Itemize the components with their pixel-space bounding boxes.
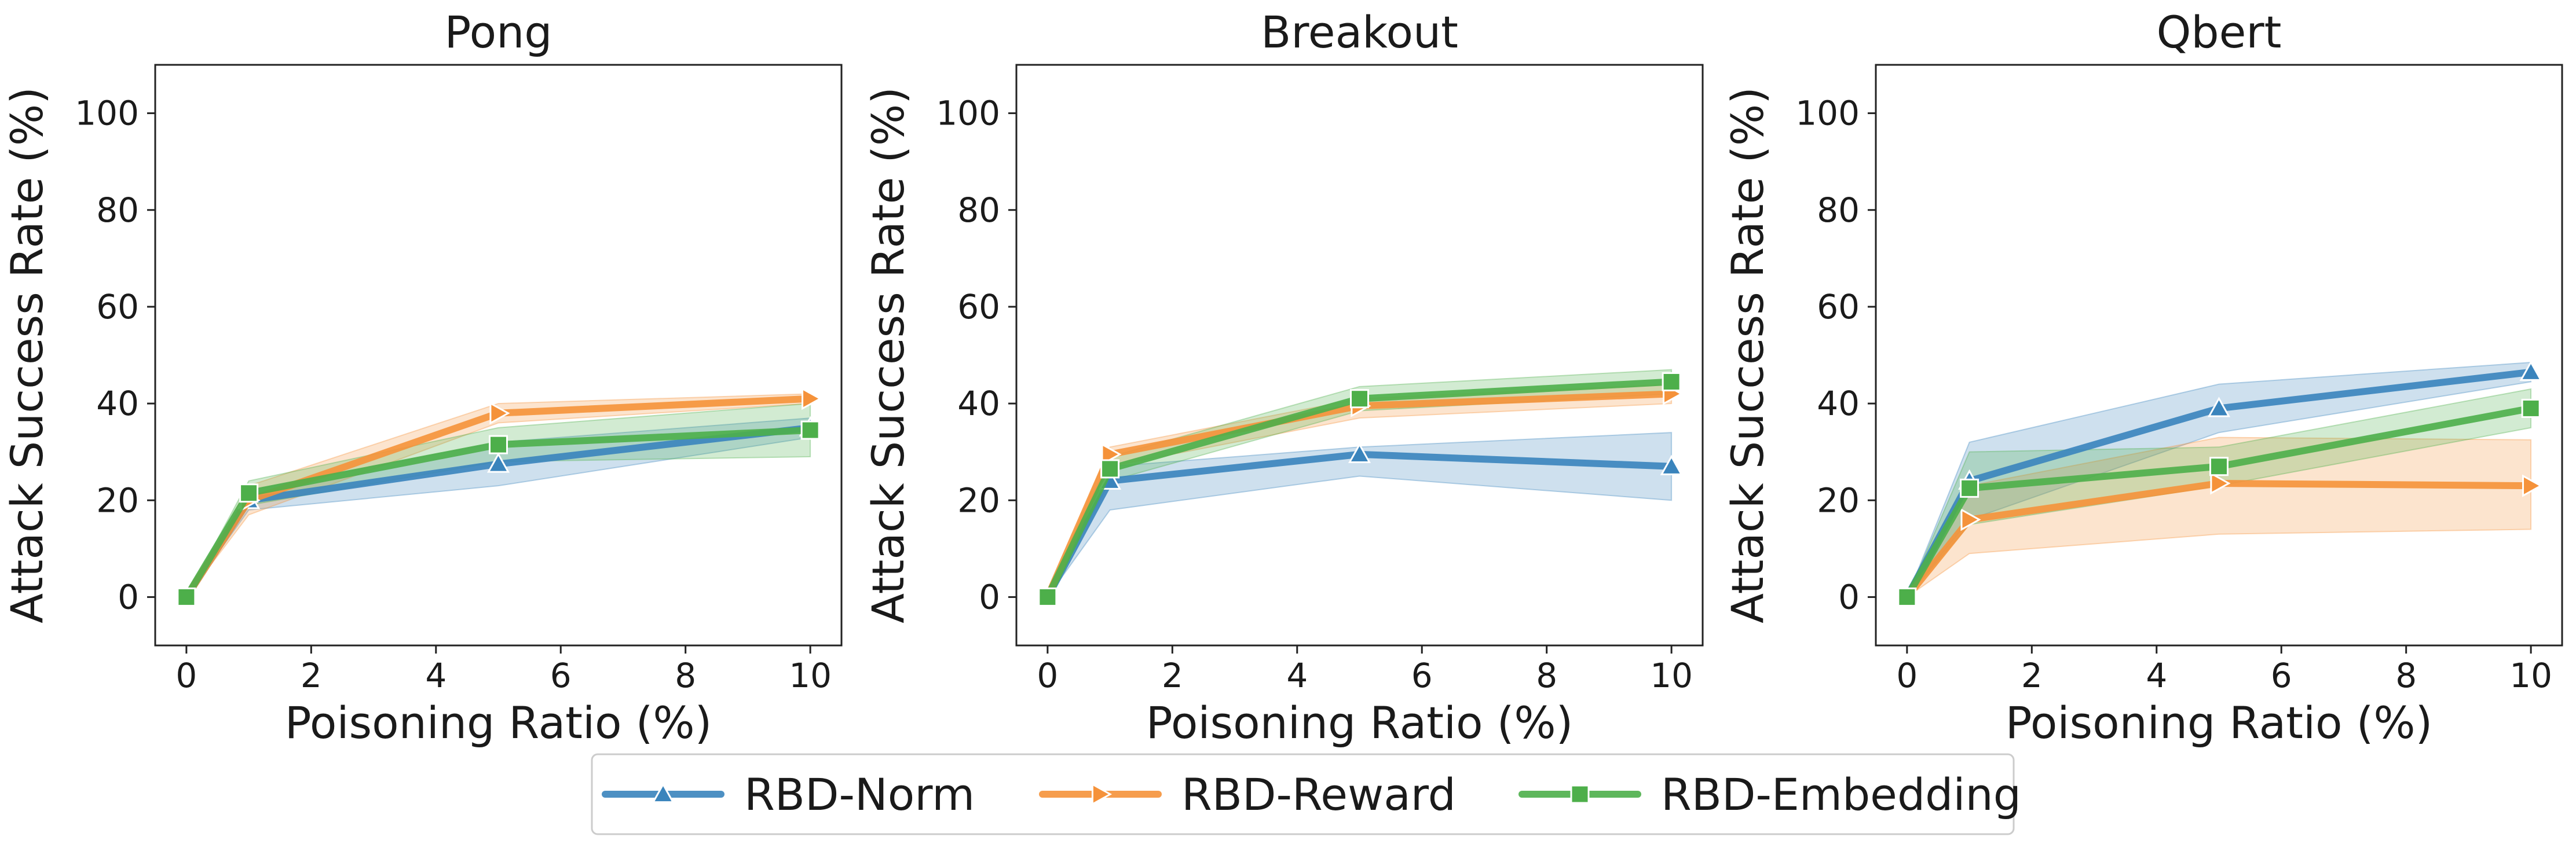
- plot-frame: [1015, 64, 1704, 647]
- data-point-rbd-reward: [1101, 443, 1122, 466]
- chart-title: Qbert: [2157, 6, 2282, 58]
- data-point-rbd-embedding: [1038, 587, 1058, 607]
- y-tick-label: 40: [96, 384, 139, 423]
- x-tick-label: 2: [301, 656, 322, 695]
- y-tick-label: 100: [1795, 94, 1860, 133]
- y-tick-label: 20: [957, 480, 1000, 520]
- data-point-rbd-embedding: [1960, 478, 1979, 498]
- x-tick-label: 6: [1411, 656, 1433, 695]
- data-point-rbd-embedding: [489, 435, 508, 454]
- x-axis-label: Poisoning Ratio (%): [1146, 697, 1573, 748]
- y-tick-label: 60: [957, 287, 1000, 326]
- x-tick-label: 4: [2146, 656, 2167, 695]
- x-tick-label: 6: [2271, 656, 2292, 695]
- data-point-rbd-embedding: [239, 483, 259, 503]
- data-point-rbd-embedding: [800, 420, 820, 440]
- x-tick-label: 0: [1896, 656, 1918, 695]
- x-tick-label: 10: [789, 656, 832, 695]
- legend-box: [591, 753, 2015, 835]
- x-tick-label: 8: [1536, 656, 1557, 695]
- plot-frame: [1875, 64, 2563, 647]
- y-axis-label: Attack Success Rate (%): [1, 87, 53, 623]
- y-tick-label: 40: [957, 384, 1000, 423]
- y-tick-label: 100: [75, 94, 139, 133]
- y-tick-label: 60: [1817, 287, 1860, 326]
- series-line-rbd-embedding: [1903, 405, 2535, 601]
- data-point-rbd-norm: [1660, 454, 1683, 475]
- x-tick-label: 4: [425, 656, 447, 695]
- legend-label: RBD-Norm: [744, 769, 975, 820]
- data-point-rbd-embedding: [1897, 587, 1917, 607]
- series-line-rbd-reward: [1903, 479, 2535, 601]
- data-point-rbd-reward: [489, 402, 510, 425]
- data-point-rbd-embedding: [177, 587, 196, 607]
- y-axis-label: Attack Success Rate (%): [862, 87, 914, 623]
- legend-marker: [1570, 784, 1590, 804]
- data-point-rbd-embedding: [1100, 459, 1120, 479]
- x-tick-label: 8: [675, 656, 696, 695]
- y-tick-label: 80: [957, 190, 1000, 230]
- data-point-rbd-norm: [1348, 442, 1371, 463]
- y-tick-label: 40: [1817, 384, 1860, 423]
- y-tick-label: 20: [1817, 480, 1860, 520]
- x-axis-label: Poisoning Ratio (%): [285, 697, 712, 748]
- legend-marker: [652, 782, 675, 803]
- x-tick-label: 0: [1037, 656, 1058, 695]
- x-tick-label: 10: [2509, 656, 2552, 695]
- chart-title: Pong: [444, 6, 552, 58]
- data-point-rbd-embedding: [1662, 372, 1681, 391]
- legend-label: RBD-Reward: [1181, 769, 1456, 820]
- y-tick-label: 80: [96, 190, 139, 230]
- legend-marker: [1091, 783, 1113, 806]
- y-tick-label: 0: [1838, 577, 1860, 617]
- x-tick-label: 4: [1286, 656, 1308, 695]
- x-tick-label: 10: [1650, 656, 1693, 695]
- data-point-rbd-norm: [2207, 397, 2231, 417]
- legend-item-rbd-reward: RBD-Reward: [1039, 769, 1456, 820]
- x-tick-label: 0: [175, 656, 197, 695]
- data-point-rbd-norm: [2519, 360, 2542, 381]
- y-tick-label: 20: [96, 480, 139, 520]
- data-point-rbd-reward: [802, 387, 822, 410]
- legend-item-rbd-embedding: RBD-Embedding: [1518, 769, 2021, 820]
- y-tick-label: 100: [936, 94, 1000, 133]
- series-line-rbd-embedding: [182, 427, 814, 601]
- y-tick-label: 80: [1817, 190, 1860, 230]
- data-point-rbd-embedding: [2209, 457, 2229, 476]
- x-tick-label: 2: [2021, 656, 2043, 695]
- y-tick-label: 0: [979, 577, 1000, 617]
- x-tick-label: 8: [2395, 656, 2417, 695]
- x-tick-label: 6: [550, 656, 572, 695]
- y-tick-label: 60: [96, 287, 139, 326]
- chart-title: Breakout: [1261, 6, 1458, 58]
- data-point-rbd-embedding: [2521, 398, 2541, 418]
- data-point-rbd-reward: [2522, 474, 2543, 497]
- data-point-rbd-reward: [1960, 508, 1981, 531]
- legend: RBD-Norm RBD-Reward RBD-Embedding: [591, 753, 2021, 835]
- data-point-rbd-norm: [486, 452, 510, 473]
- series-line-rbd-embedding: [1044, 378, 1675, 601]
- plot-frame: [154, 64, 843, 647]
- x-axis-label: Poisoning Ratio (%): [2006, 697, 2432, 748]
- y-tick-label: 0: [118, 577, 139, 617]
- y-axis-label: Attack Success Rate (%): [1722, 87, 1773, 623]
- x-tick-label: 2: [1162, 656, 1183, 695]
- legend-item-rbd-norm: RBD-Norm: [602, 769, 975, 820]
- legend-label: RBD-Embedding: [1661, 769, 2021, 820]
- data-point-rbd-reward: [2210, 472, 2231, 495]
- data-point-rbd-embedding: [1350, 389, 1369, 409]
